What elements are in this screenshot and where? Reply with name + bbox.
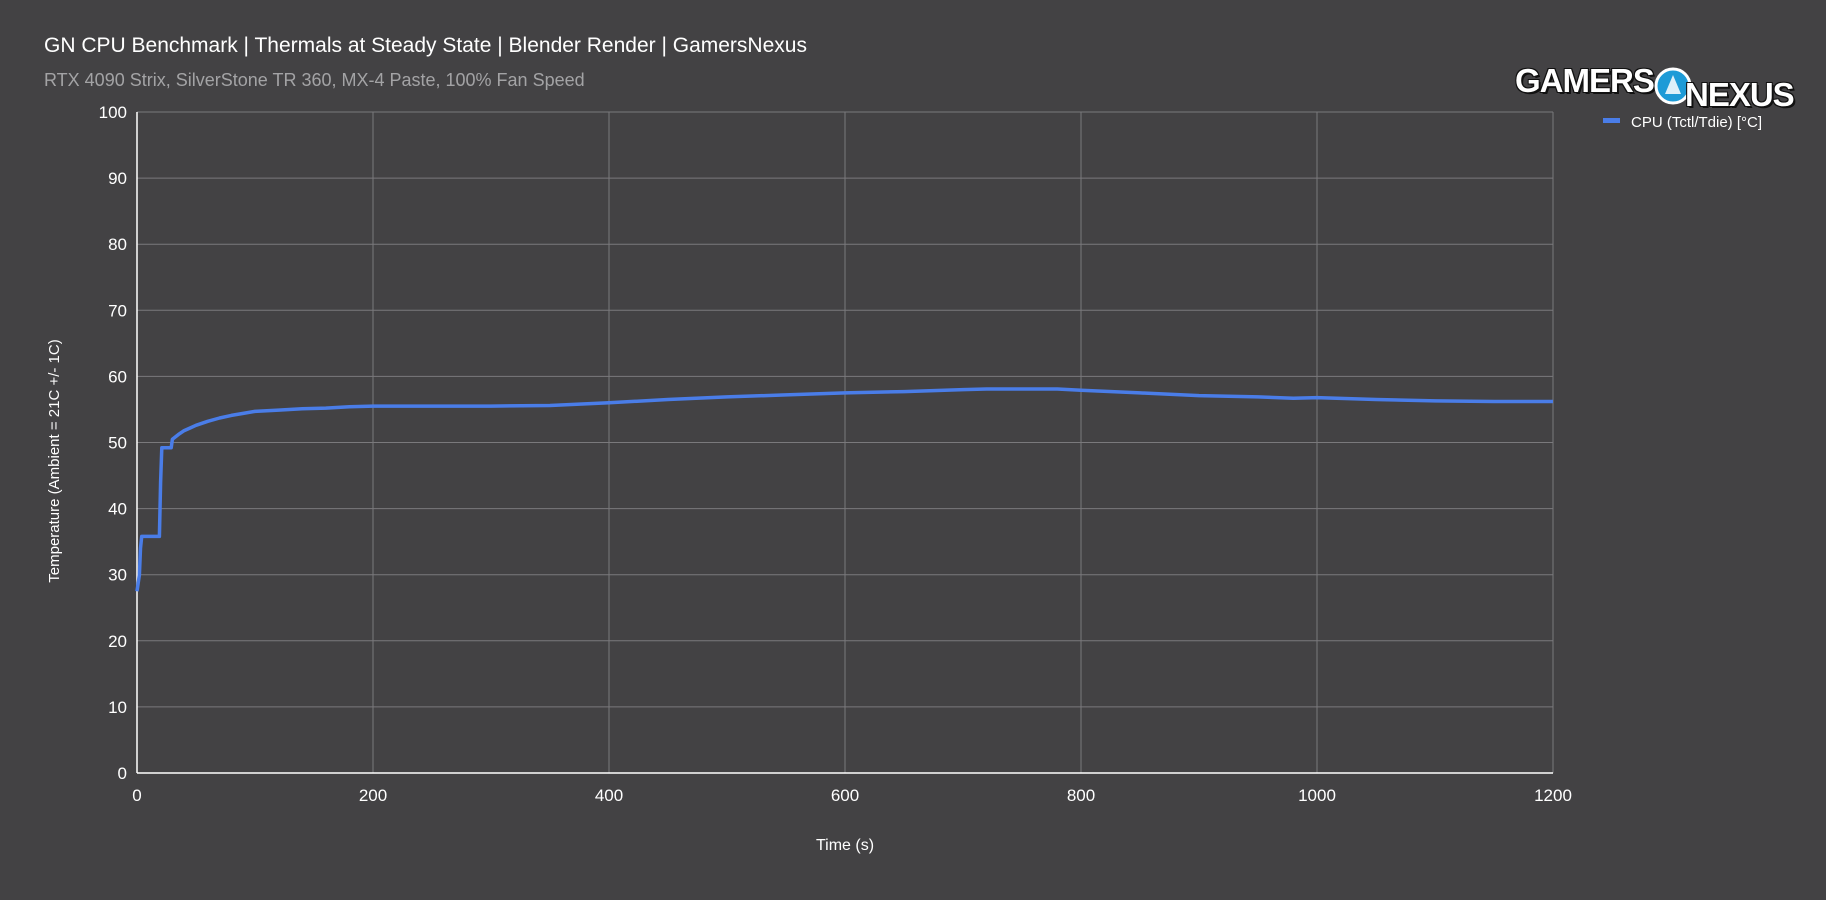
y-tick-label: 70 bbox=[108, 301, 127, 320]
y-tick-label: 0 bbox=[118, 764, 127, 783]
legend-label: CPU (Tctl/Tdie) [°C] bbox=[1631, 114, 1762, 131]
series-line-cpu-temp bbox=[135, 387, 1553, 592]
chart-legend: CPU (Tctl/Tdie) [°C] bbox=[1603, 114, 1762, 131]
x-tick-label: 1200 bbox=[1534, 786, 1572, 805]
series-layer bbox=[135, 387, 1553, 592]
x-axis-label: Time (s) bbox=[816, 837, 874, 854]
y-tick-label: 30 bbox=[108, 566, 127, 585]
x-tick-label: 400 bbox=[595, 786, 623, 805]
logo-emblem-icon bbox=[1654, 67, 1692, 105]
y-tick-label: 40 bbox=[108, 500, 127, 519]
chart-subtitle: RTX 4090 Strix, SilverStone TR 360, MX-4… bbox=[44, 70, 585, 90]
y-tick-label: 50 bbox=[108, 434, 127, 453]
x-tick-label: 1000 bbox=[1298, 786, 1336, 805]
y-tick-label: 10 bbox=[108, 698, 127, 717]
y-tick-label: 100 bbox=[99, 103, 127, 122]
grid-lines bbox=[137, 111, 1554, 773]
y-tick-label: 60 bbox=[108, 367, 127, 386]
x-tick-label: 800 bbox=[1067, 786, 1095, 805]
y-axis-label: Temperature (Ambient = 21C +/- 1C) bbox=[46, 339, 63, 582]
y-tick-label: 20 bbox=[108, 632, 127, 651]
logo-text-nexus: NEXUS bbox=[1685, 76, 1795, 113]
y-tick-label: 80 bbox=[108, 235, 127, 254]
x-tick-label: 0 bbox=[132, 786, 141, 805]
logo-text-gamers: GAMERS bbox=[1515, 62, 1655, 99]
x-tick-label: 600 bbox=[831, 786, 859, 805]
x-tick-label: 200 bbox=[359, 786, 387, 805]
chart-title: GN CPU Benchmark | Thermals at Steady St… bbox=[44, 34, 807, 57]
y-tick-label: 90 bbox=[108, 169, 127, 188]
gamersnexus-logo: GAMERS NEXUS bbox=[1515, 62, 1795, 118]
legend-swatch bbox=[1603, 118, 1620, 123]
